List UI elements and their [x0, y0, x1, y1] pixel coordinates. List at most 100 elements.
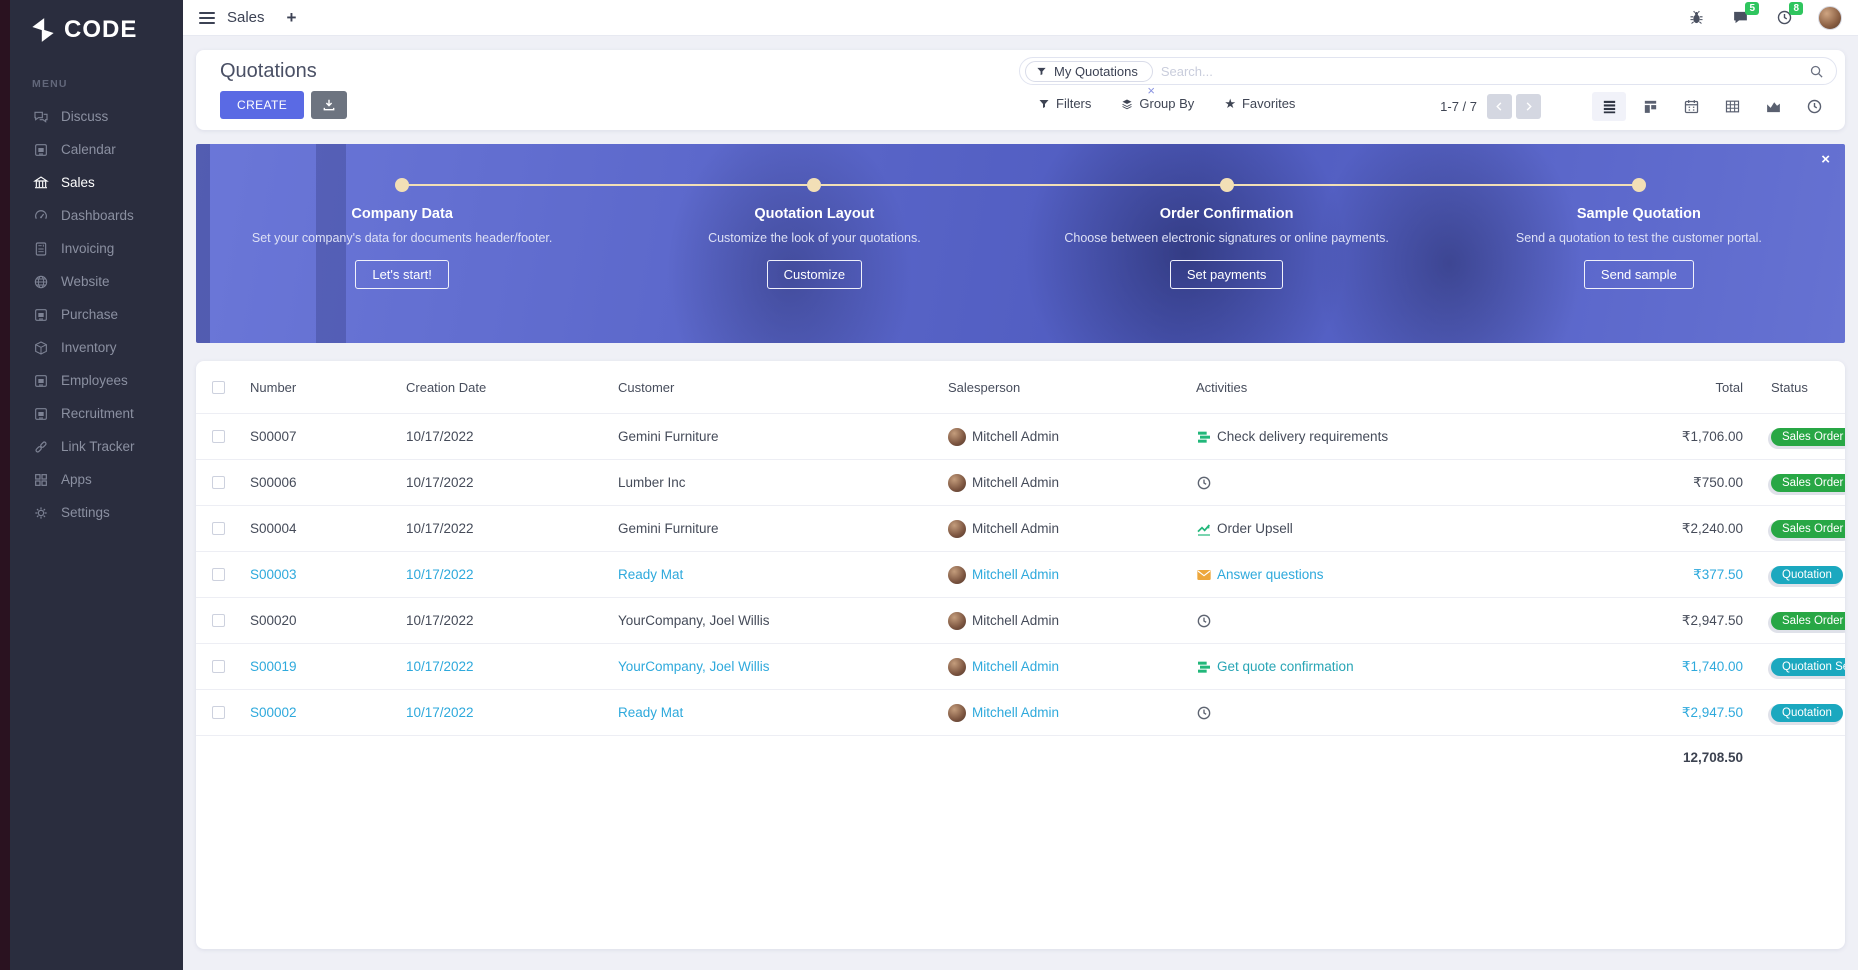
search-bar[interactable]: My Quotations [1019, 57, 1837, 85]
menu-section-label: MENU [32, 78, 68, 90]
favorites-button[interactable]: ★ Favorites [1224, 96, 1296, 111]
status-badge: Quotation [1771, 703, 1843, 722]
brand-name: CODE [64, 16, 138, 43]
row-checkbox[interactable] [211, 614, 225, 627]
pivot-view-button[interactable] [1715, 92, 1749, 121]
settings-gear-icon [32, 504, 49, 521]
chart-up-icon [1196, 521, 1212, 537]
step-quotation-layout: Quotation Layout Customize the look of y… [608, 144, 1020, 343]
row-checkbox[interactable] [211, 476, 225, 489]
debug-bug-icon[interactable] [1686, 8, 1706, 28]
lets-start-button[interactable]: Let's start! [355, 260, 449, 290]
sidebar: CODE MENU Discuss Calendar Sales Dashboa… [10, 0, 183, 970]
sidebar-item-dashboards[interactable]: Dashboards [10, 199, 183, 232]
status-badge: Quotation [1771, 565, 1843, 584]
column-header-salesperson[interactable]: Salesperson [948, 379, 1021, 395]
sidebar-item-calendar[interactable]: Calendar [10, 133, 183, 166]
column-header-status[interactable]: Status [1771, 379, 1808, 395]
calendar-view-button[interactable] [1674, 92, 1708, 121]
table-row-s00006[interactable]: S00006 10/17/2022 Lumber Inc Mitchell Ad… [196, 459, 1845, 505]
envelope-icon [1196, 567, 1212, 583]
sidebar-item-purchase[interactable]: Purchase [10, 298, 183, 331]
filter-funnel-icon [1036, 66, 1047, 77]
tasks-icon [1196, 659, 1212, 675]
step-order-confirmation: Order Confirmation Choose between electr… [1021, 144, 1433, 343]
pager-previous-button[interactable] [1487, 94, 1512, 119]
sidebar-item-employees[interactable]: Employees [10, 364, 183, 397]
row-checkbox[interactable] [211, 568, 225, 581]
column-header-customer[interactable]: Customer [618, 379, 675, 395]
customize-button[interactable]: Customize [766, 260, 863, 290]
status-badge: Sales Order [1771, 611, 1845, 630]
page-title: Quotations [220, 60, 317, 82]
row-checkbox[interactable] [211, 660, 225, 673]
new-tab-button[interactable]: + [286, 7, 297, 27]
messages-icon[interactable]: 5 [1730, 1, 1759, 28]
brand-logo[interactable]: CODE [10, 0, 183, 44]
column-header-creation-date[interactable]: Creation Date [406, 379, 487, 395]
table-row-s00019[interactable]: S00019 10/17/2022 YourCompany, Joel Will… [196, 643, 1845, 689]
table-row-s00003[interactable]: S00003 10/17/2022 Ready Mat Mitchell Adm… [196, 551, 1845, 597]
column-header-activities[interactable]: Activities [1196, 379, 1248, 395]
activity-view-button[interactable] [1797, 92, 1831, 121]
pager-next-button[interactable] [1516, 94, 1541, 119]
current-app-tab[interactable]: Sales [227, 9, 265, 26]
filters-button[interactable]: Filters [1038, 96, 1091, 111]
invoicing-icon [32, 240, 49, 257]
row-checkbox[interactable] [211, 430, 225, 443]
area-chart-icon [1765, 98, 1782, 115]
row-checkbox[interactable] [211, 706, 225, 719]
step-dot [807, 178, 822, 192]
hamburger-menu-icon[interactable] [199, 11, 215, 24]
sidebar-item-link-tracker[interactable]: Link Tracker [10, 430, 183, 463]
onboarding-banner: × Company Data Set your company's data f… [196, 144, 1845, 343]
sidebar-item-invoicing[interactable]: Invoicing [10, 232, 183, 265]
table-row-s00007[interactable]: S00007 10/17/2022 Gemini Furniture Mitch… [196, 413, 1845, 459]
messages-badge: 5 [1745, 1, 1759, 15]
sidebar-item-settings[interactable]: Settings [10, 496, 183, 529]
facet-remove-icon[interactable]: × [1147, 83, 1155, 98]
activity-clock-icon[interactable] [1196, 705, 1212, 721]
search-icon[interactable] [1809, 64, 1824, 79]
sidebar-item-inventory[interactable]: Inventory [10, 331, 183, 364]
user-avatar[interactable] [1818, 5, 1842, 30]
list-view-button[interactable] [1592, 92, 1626, 121]
sidebar-item-discuss[interactable]: Discuss [10, 100, 183, 133]
column-header-number[interactable]: Number [250, 379, 297, 395]
pivot-table-icon [1724, 98, 1741, 115]
search-input[interactable] [1160, 63, 1809, 79]
chevron-left-icon [1494, 101, 1505, 112]
activity-clock-icon[interactable] [1196, 475, 1212, 491]
search-tools: Filters Group By ★ Favorites [1038, 96, 1295, 111]
apps-icon [32, 471, 49, 488]
graph-view-button[interactable] [1756, 92, 1790, 121]
sidebar-item-sales[interactable]: Sales [10, 166, 183, 199]
sidebar-item-recruitment[interactable]: Recruitment [10, 397, 183, 430]
send-sample-button[interactable]: Send sample [1583, 260, 1694, 290]
kanban-view-button[interactable] [1633, 92, 1667, 121]
column-header-total[interactable]: Total [1715, 379, 1743, 395]
code-logo-icon [32, 18, 54, 42]
activities-clock-icon[interactable]: 8 [1774, 1, 1803, 28]
pager-range: 1-7 / 7 [1440, 99, 1477, 114]
table-row-s00002[interactable]: S00002 10/17/2022 Ready Mat Mitchell Adm… [196, 689, 1845, 735]
row-checkbox[interactable] [211, 522, 225, 535]
main-area: Sales + 5 8 Quotations My Quotations [183, 0, 1858, 970]
discuss-icon [32, 108, 49, 125]
sidebar-item-apps[interactable]: Apps [10, 463, 183, 496]
export-button[interactable] [311, 91, 347, 119]
link-tracker-icon [32, 438, 49, 455]
activity-clock-icon[interactable] [1196, 613, 1212, 629]
group-by-button[interactable]: Group By [1121, 96, 1194, 111]
control-panel: Quotations My Quotations × CREATE Filter… [196, 50, 1845, 130]
search-facet-my-quotations[interactable]: My Quotations [1025, 60, 1153, 82]
select-all-checkbox[interactable] [211, 380, 225, 394]
table-row-s00020[interactable]: S00020 10/17/2022 YourCompany, Joel Will… [196, 597, 1845, 643]
set-payments-button[interactable]: Set payments [1169, 260, 1284, 290]
table-row-s00004[interactable]: S00004 10/17/2022 Gemini Furniture Mitch… [196, 505, 1845, 551]
dashboards-icon [32, 207, 49, 224]
create-button[interactable]: CREATE [220, 91, 305, 119]
sidebar-item-website[interactable]: Website [10, 265, 183, 298]
banner-close-icon[interactable]: × [1821, 151, 1830, 168]
